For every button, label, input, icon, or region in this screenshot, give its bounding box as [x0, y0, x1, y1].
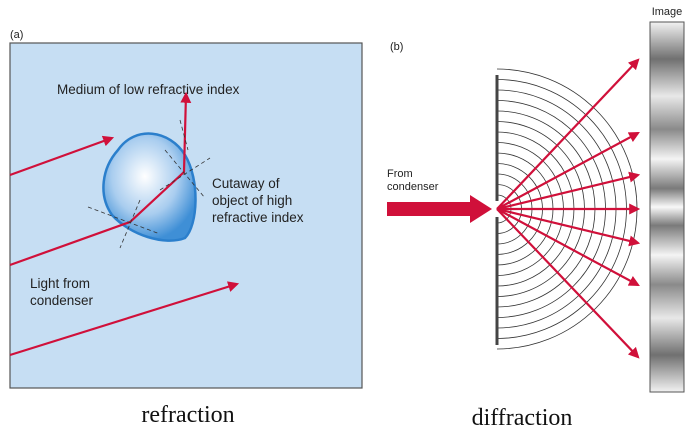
ray — [497, 133, 638, 209]
ray — [497, 175, 638, 209]
figure: (a) Medium of low refractive index Cutaw… — [0, 0, 690, 435]
ray — [497, 209, 638, 243]
diffracted-rays — [497, 60, 638, 357]
panel-label: (a) — [10, 29, 23, 41]
medium-label: Medium of low refractive index — [57, 82, 240, 97]
ray — [497, 209, 638, 285]
panel-label: (b) — [390, 41, 403, 53]
image-screen — [650, 22, 684, 392]
caption: refraction — [141, 402, 234, 428]
source-arrow — [387, 195, 492, 223]
caption: diffraction — [472, 405, 573, 431]
ray — [497, 60, 638, 209]
page: (a) Medium of low refractive index Cutaw… — [0, 0, 690, 435]
image-label: Image — [652, 6, 683, 18]
